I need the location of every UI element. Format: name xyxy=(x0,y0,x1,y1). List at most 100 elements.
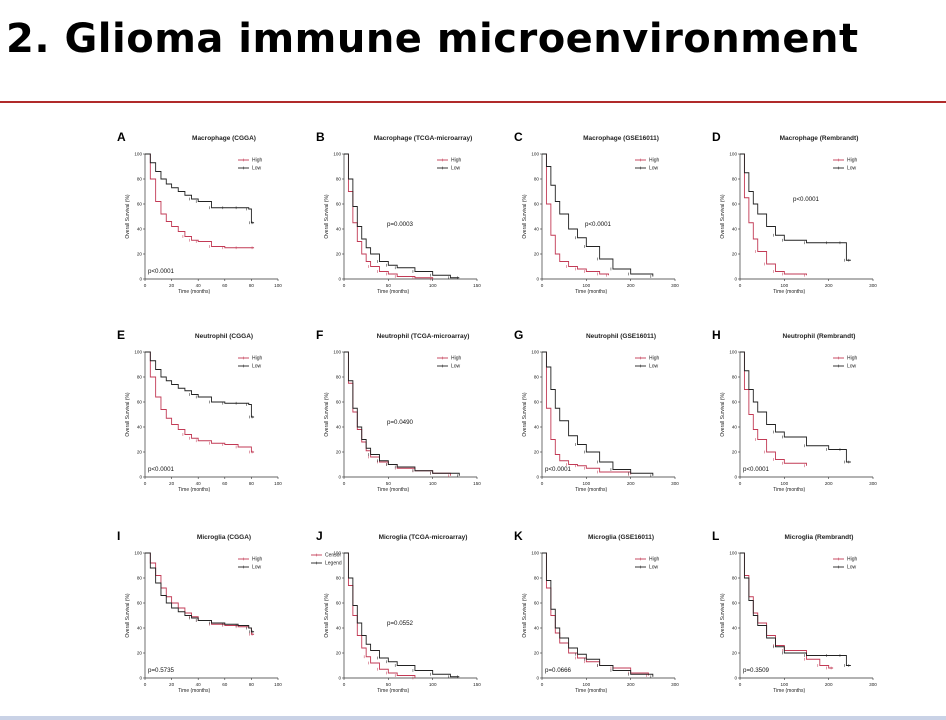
panel-letter: L xyxy=(712,529,720,543)
x-tick-label: 100 xyxy=(780,283,788,288)
legend-label: Low xyxy=(649,166,659,172)
km-chart: 0 20 40 60 80 100 0 100 200 300 Time (months) Overa… xyxy=(720,152,877,295)
y-tick-label: 60 xyxy=(732,400,738,405)
legend-label: Low xyxy=(451,364,461,370)
legend-label: High xyxy=(847,356,858,362)
y-tick-label: 0 xyxy=(338,475,341,480)
panel-title: Neutrophil (CGGA) xyxy=(194,333,254,340)
legend-label: Low xyxy=(649,364,659,370)
x-tick-label: 0 xyxy=(541,283,544,288)
y-tick-label: 100 xyxy=(531,152,539,157)
km-panel-e: E Neutrophil (CGGA) 0 20 40 60 80 100 0 20 40 60 80 1… xyxy=(117,328,308,502)
x-axis-label: Time (months) xyxy=(773,688,805,694)
p-value-label: p=0.0552 xyxy=(387,620,414,627)
p-value-label: p=0.5735 xyxy=(148,667,175,674)
legend-label: Legend xyxy=(325,561,342,567)
x-tick-label: 40 xyxy=(196,481,202,486)
y-tick-label: 100 xyxy=(333,551,341,556)
survival-curve-low xyxy=(740,153,851,261)
km-chart: 0 20 40 60 80 100 0 50 100 150 Time (months) Overal… xyxy=(311,551,481,694)
x-axis-label: Time (months) xyxy=(377,289,409,295)
legend-label: High xyxy=(252,158,263,164)
y-tick-label: 0 xyxy=(734,277,737,282)
legend-label: High xyxy=(847,557,858,563)
y-tick-label: 60 xyxy=(732,601,738,606)
bottom-edge-strip xyxy=(0,716,946,720)
y-tick-label: 40 xyxy=(534,227,540,232)
y-tick-label: 60 xyxy=(534,202,540,207)
panel-title: Macrophage (TCGA-microarray) xyxy=(373,135,473,142)
y-tick-label: 80 xyxy=(534,177,540,182)
legend-label: Low xyxy=(847,364,857,370)
x-tick-label: 0 xyxy=(739,283,742,288)
y-tick-label: 60 xyxy=(336,202,342,207)
survival-curve-high xyxy=(542,153,609,276)
x-tick-label: 300 xyxy=(671,481,679,486)
x-tick-label: 100 xyxy=(780,682,788,687)
survival-curve-low xyxy=(344,351,460,476)
x-tick-label: 0 xyxy=(739,682,742,687)
legend-label: High xyxy=(451,356,462,362)
y-axis-label: Overall Survival (%) xyxy=(125,593,131,638)
x-tick-label: 300 xyxy=(869,682,877,687)
x-axis-label: Time (months) xyxy=(377,487,409,493)
y-tick-label: 20 xyxy=(336,252,342,257)
p-value-label: p<0.0001 xyxy=(545,466,572,473)
y-tick-label: 80 xyxy=(137,177,143,182)
x-tick-label: 100 xyxy=(582,283,590,288)
x-tick-label: 40 xyxy=(196,283,202,288)
panel-letter: D xyxy=(712,130,721,144)
x-tick-label: 0 xyxy=(144,682,147,687)
y-tick-label: 40 xyxy=(336,425,342,430)
y-tick-label: 80 xyxy=(732,576,738,581)
survival-curve-low xyxy=(344,153,460,279)
x-tick-label: 150 xyxy=(473,682,481,687)
x-axis-label: Time (months) xyxy=(178,289,210,295)
survival-curve-low xyxy=(740,351,851,463)
y-axis-label: Overall Survival (%) xyxy=(324,593,330,638)
x-tick-label: 200 xyxy=(825,481,833,486)
km-chart: 0 20 40 60 80 100 0 50 100 150 Time (months) Overal… xyxy=(324,152,481,295)
km-panel-h: H Neutrophil (Rembrandt) 0 20 40 60 80 100 0 100 2… xyxy=(712,328,903,502)
x-tick-label: 200 xyxy=(627,283,635,288)
p-value-label: p<0.0001 xyxy=(585,221,612,228)
survival-curve-high xyxy=(145,552,255,635)
x-tick-label: 200 xyxy=(825,283,833,288)
y-tick-label: 100 xyxy=(333,350,341,355)
y-tick-label: 0 xyxy=(734,676,737,681)
km-panel-b: B Macrophage (TCGA-microarray) 0 20 40 60 80 10… xyxy=(316,130,507,304)
y-tick-label: 20 xyxy=(336,450,342,455)
km-chart: 0 20 40 60 80 100 0 100 200 300 Time (months) Overa… xyxy=(522,152,679,295)
survival-curve-high xyxy=(344,153,434,279)
x-tick-label: 100 xyxy=(429,682,437,687)
y-tick-label: 0 xyxy=(536,277,539,282)
y-tick-label: 0 xyxy=(536,475,539,480)
panel-letter: F xyxy=(316,328,324,342)
x-tick-label: 60 xyxy=(222,283,228,288)
x-tick-label: 0 xyxy=(144,481,147,486)
x-axis-label: Time (months) xyxy=(377,688,409,694)
y-tick-label: 20 xyxy=(732,252,738,257)
p-value-label: p<0.0001 xyxy=(148,466,175,473)
y-tick-label: 60 xyxy=(137,202,143,207)
y-tick-label: 100 xyxy=(531,551,539,556)
p-value-label: p<0.0001 xyxy=(148,268,175,275)
survival-curve-low xyxy=(542,351,654,476)
y-tick-label: 80 xyxy=(336,375,342,380)
legend-label: Low xyxy=(252,565,262,571)
panel-letter: E xyxy=(117,328,126,342)
survival-curve-low xyxy=(145,351,255,418)
legend-label: Low xyxy=(847,565,857,571)
y-tick-label: 60 xyxy=(137,400,143,405)
km-chart: 0 20 40 60 80 100 0 100 200 300 Time (months) Overa… xyxy=(522,350,679,493)
survival-curve-high xyxy=(542,552,649,676)
panel-letter: A xyxy=(117,130,126,144)
survival-curve-low xyxy=(145,552,255,633)
survival-curve-high xyxy=(542,351,632,475)
x-tick-label: 0 xyxy=(541,481,544,486)
survival-curve-high xyxy=(145,153,255,249)
y-tick-label: 100 xyxy=(134,551,142,556)
y-axis-label: Overall Survival (%) xyxy=(522,194,528,239)
legend-label: High xyxy=(847,158,858,164)
